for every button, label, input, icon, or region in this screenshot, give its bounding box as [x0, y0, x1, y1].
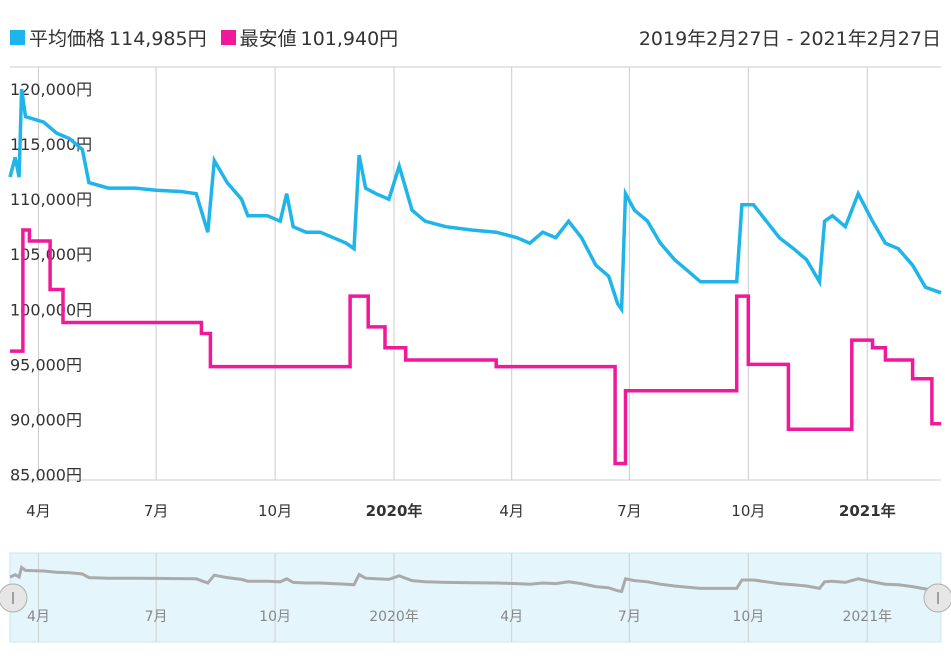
- x-tick-label: 2020年: [366, 502, 423, 520]
- navigator-tick-label: 10月: [732, 609, 764, 625]
- x-tick-label: 4月: [26, 502, 51, 520]
- date-range: 2019年2月27日 - 2021年2月27日: [638, 28, 941, 50]
- y-tick-label: 100,000円: [10, 300, 92, 319]
- navigator-series-line: [9, 564, 942, 594]
- y-tick-label: 110,000円: [10, 190, 92, 209]
- legend-avg-value: 114,985円: [109, 28, 207, 50]
- legend-min-swatch: [220, 30, 236, 45]
- legend-min-label: 最安値: [239, 28, 297, 50]
- series-line-avg: [8, 88, 942, 315]
- y-tick-label: 95,000円: [10, 355, 82, 374]
- navigator-tick-label: 7月: [618, 609, 641, 625]
- series-line-min: [10, 228, 941, 466]
- navigator-tick-label: 10月: [259, 609, 291, 625]
- legend-avg[interactable]: 平均価格 114,985円: [10, 24, 207, 51]
- x-tick-label: 4月: [499, 502, 524, 520]
- legend-avg-label: 平均価格: [29, 28, 106, 50]
- legend-min-value: 101,940円: [300, 28, 399, 50]
- x-tick-label: 2021年: [839, 502, 896, 520]
- legend-avg-swatch: [10, 30, 25, 45]
- x-tick-label: 7月: [617, 502, 642, 520]
- legend-min[interactable]: 最安値 101,940円: [220, 24, 399, 51]
- navigator-tick-label: 7月: [145, 609, 168, 625]
- navigator-tick-label: 4月: [27, 609, 50, 625]
- y-tick-label: 90,000円: [10, 410, 82, 429]
- navigator-tick-label: 4月: [500, 609, 523, 625]
- x-tick-label: 7月: [144, 502, 169, 520]
- y-tick-label: 115,000円: [10, 135, 92, 154]
- y-tick-label: 120,000円: [10, 80, 92, 99]
- navigator-tick-label: 2020年: [369, 609, 419, 625]
- y-tick-label: 85,000円: [10, 465, 82, 484]
- navigator-tick-label: 2021年: [842, 609, 892, 625]
- legend: 平均価格 114,985円 最安値 101,940円: [10, 24, 398, 51]
- x-tick-label: 10月: [258, 502, 292, 520]
- navigator-background: [9, 552, 942, 643]
- x-tick-label: 10月: [731, 502, 765, 520]
